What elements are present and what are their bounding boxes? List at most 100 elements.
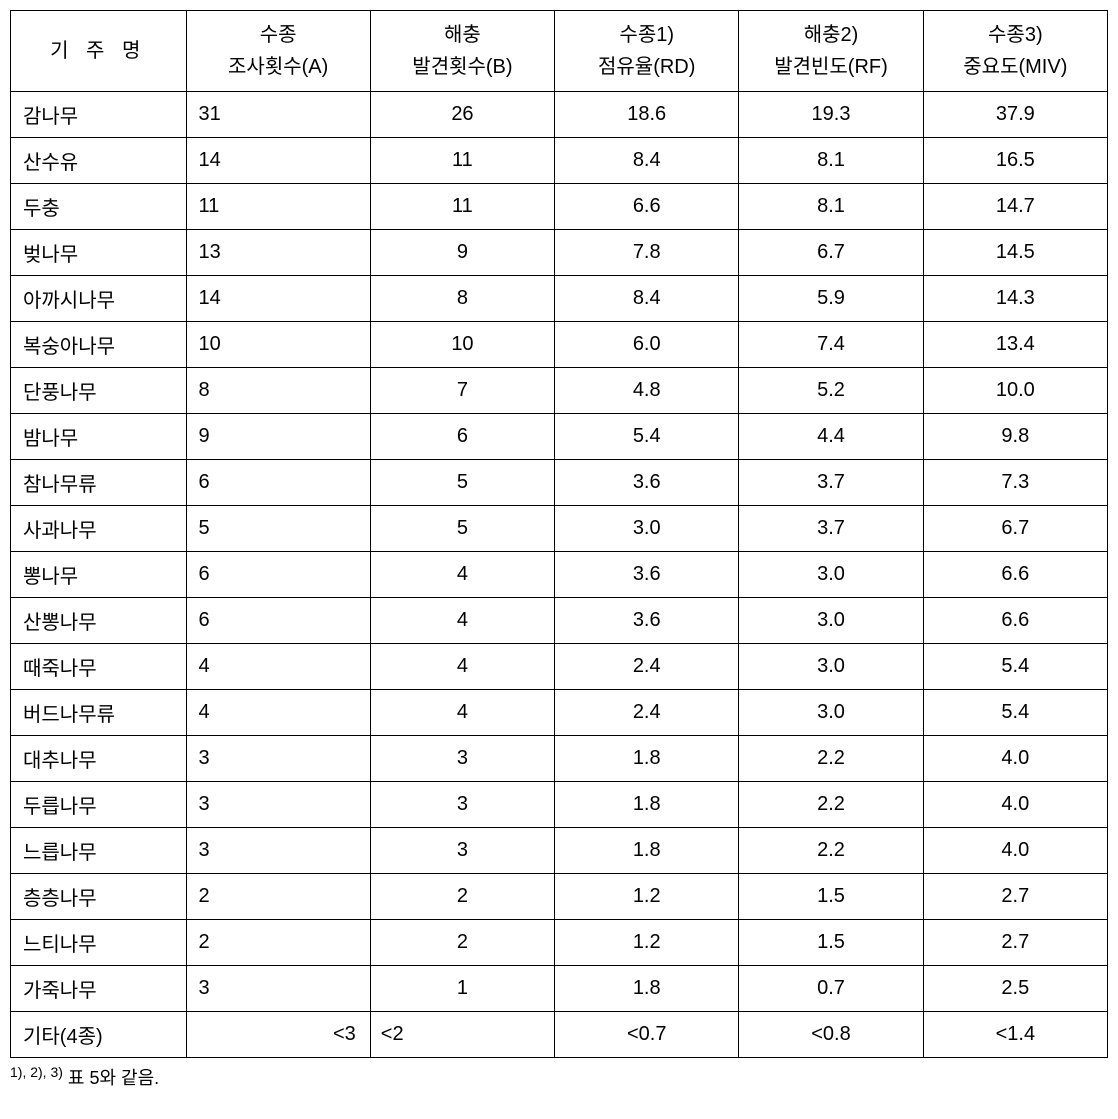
host-species-table: 기 주 명 수종 조사횟수(A) 해충 발견횟수(B) 수종1) 점유율(RD)… — [10, 10, 1108, 1058]
header-found: 해충 발견횟수(B) — [370, 11, 554, 92]
cell-rd: 5.4 — [555, 414, 739, 460]
cell-survey: 4 — [186, 644, 370, 690]
cell-rf: 7.4 — [739, 322, 923, 368]
cell-survey: 3 — [186, 782, 370, 828]
cell-rf: 1.5 — [739, 874, 923, 920]
cell-survey: 2 — [186, 874, 370, 920]
table-row: 밤나무965.44.49.8 — [11, 414, 1108, 460]
cell-rd: 6.6 — [555, 184, 739, 230]
header-miv-line1: 수종3) — [988, 24, 1043, 46]
cell-survey: 13 — [186, 230, 370, 276]
cell-name: 가죽나무 — [11, 966, 187, 1012]
cell-found: 9 — [370, 230, 554, 276]
cell-rd: 2.4 — [555, 644, 739, 690]
cell-found: 4 — [370, 644, 554, 690]
cell-miv: 2.7 — [923, 874, 1107, 920]
cell-name: 느티나무 — [11, 920, 187, 966]
cell-name: 복숭아나무 — [11, 322, 187, 368]
cell-rd: <0.7 — [555, 1012, 739, 1058]
cell-found: <2 — [370, 1012, 554, 1058]
cell-rf: 19.3 — [739, 92, 923, 138]
cell-survey: 6 — [186, 552, 370, 598]
cell-found: 5 — [370, 460, 554, 506]
cell-rd: 1.8 — [555, 828, 739, 874]
cell-rf: 5.9 — [739, 276, 923, 322]
cell-name: 느릅나무 — [11, 828, 187, 874]
cell-found: 11 — [370, 184, 554, 230]
cell-found: 6 — [370, 414, 554, 460]
table-row: 산수유14118.48.116.5 — [11, 138, 1108, 184]
cell-rf: 3.0 — [739, 598, 923, 644]
cell-rd: 1.8 — [555, 966, 739, 1012]
cell-name: 두충 — [11, 184, 187, 230]
cell-survey: 3 — [186, 828, 370, 874]
header-found-line2: 발견횟수(B) — [412, 56, 512, 78]
cell-survey: 6 — [186, 598, 370, 644]
cell-rd: 4.8 — [555, 368, 739, 414]
cell-rf: 3.0 — [739, 552, 923, 598]
cell-rf: 2.2 — [739, 736, 923, 782]
header-rd-line2: 점유율(RD) — [598, 56, 695, 78]
cell-survey: 3 — [186, 736, 370, 782]
cell-found: 2 — [370, 874, 554, 920]
table-row: 느릅나무331.82.24.0 — [11, 828, 1108, 874]
cell-rd: 1.2 — [555, 920, 739, 966]
cell-found: 4 — [370, 552, 554, 598]
cell-rd: 1.8 — [555, 736, 739, 782]
cell-found: 2 — [370, 920, 554, 966]
cell-found: 4 — [370, 690, 554, 736]
cell-rf: 3.0 — [739, 690, 923, 736]
cell-rf: 3.7 — [739, 460, 923, 506]
table-row: 버드나무류442.43.05.4 — [11, 690, 1108, 736]
cell-name: 층층나무 — [11, 874, 187, 920]
cell-miv: 14.3 — [923, 276, 1107, 322]
table-row: 아까시나무1488.45.914.3 — [11, 276, 1108, 322]
header-found-line1: 해충 — [444, 24, 481, 46]
cell-found: 1 — [370, 966, 554, 1012]
cell-miv: 6.7 — [923, 506, 1107, 552]
cell-rf: 3.0 — [739, 644, 923, 690]
cell-found: 8 — [370, 276, 554, 322]
cell-name: 사과나무 — [11, 506, 187, 552]
cell-survey: 14 — [186, 138, 370, 184]
table-row: 때죽나무442.43.05.4 — [11, 644, 1108, 690]
cell-rd: 6.0 — [555, 322, 739, 368]
cell-survey: 2 — [186, 920, 370, 966]
cell-miv: 7.3 — [923, 460, 1107, 506]
cell-survey: 31 — [186, 92, 370, 138]
cell-name: 아까시나무 — [11, 276, 187, 322]
header-miv-line2: 중요도(MIV) — [963, 56, 1067, 78]
cell-miv: 9.8 — [923, 414, 1107, 460]
cell-name: 벚나무 — [11, 230, 187, 276]
table-row: 단풍나무874.85.210.0 — [11, 368, 1108, 414]
cell-rd: 3.6 — [555, 598, 739, 644]
cell-survey: 5 — [186, 506, 370, 552]
cell-rd: 3.6 — [555, 552, 739, 598]
cell-miv: 5.4 — [923, 690, 1107, 736]
header-survey: 수종 조사횟수(A) — [186, 11, 370, 92]
cell-found: 3 — [370, 736, 554, 782]
cell-found: 4 — [370, 598, 554, 644]
table-row: 두충11116.68.114.7 — [11, 184, 1108, 230]
cell-rf: 3.7 — [739, 506, 923, 552]
cell-rf: 2.2 — [739, 828, 923, 874]
footnote-text: 표 5와 같음. — [68, 1068, 159, 1088]
table-row: 감나무312618.619.337.9 — [11, 92, 1108, 138]
table-row: 층층나무221.21.52.7 — [11, 874, 1108, 920]
cell-found: 10 — [370, 322, 554, 368]
footnote-refs: 1), 2), 3) — [10, 1064, 63, 1080]
header-miv: 수종3) 중요도(MIV) — [923, 11, 1107, 92]
cell-miv: 16.5 — [923, 138, 1107, 184]
cell-rd: 3.6 — [555, 460, 739, 506]
cell-miv: 13.4 — [923, 322, 1107, 368]
table-row: 사과나무553.03.76.7 — [11, 506, 1108, 552]
cell-miv: 5.4 — [923, 644, 1107, 690]
cell-found: 7 — [370, 368, 554, 414]
cell-rf: <0.8 — [739, 1012, 923, 1058]
table-row: 두릅나무331.82.24.0 — [11, 782, 1108, 828]
cell-survey: <3 — [186, 1012, 370, 1058]
cell-survey: 4 — [186, 690, 370, 736]
cell-miv: 6.6 — [923, 598, 1107, 644]
table-row: 벚나무1397.86.714.5 — [11, 230, 1108, 276]
cell-found: 11 — [370, 138, 554, 184]
